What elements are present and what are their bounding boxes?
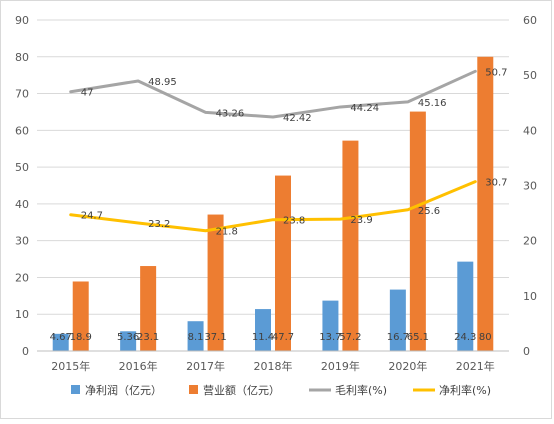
- bar-data-label: 47.7: [272, 332, 294, 343]
- bar: [342, 140, 359, 351]
- right-y-tick-label: 50: [523, 69, 537, 82]
- x-tick-label: 2018年: [254, 359, 293, 373]
- left-y-tick-label: 20: [15, 271, 29, 284]
- gridlines: [37, 19, 509, 352]
- bar-data-label: 4.67: [50, 332, 72, 343]
- bar-data-label: 13.7: [319, 332, 341, 343]
- x-tick-label: 2020年: [388, 359, 427, 373]
- bar-data-label: 5.36: [117, 332, 139, 343]
- legend: 净利润（亿元） 营业额（亿元） 毛利率(%) 净利率(%): [71, 383, 491, 397]
- bar: [187, 321, 204, 351]
- left-y-tick-label: 0: [22, 345, 29, 358]
- line-data-label: 23.9: [350, 215, 372, 226]
- right-y-tick-label: 10: [523, 290, 537, 303]
- bar-data-label: 8.1: [188, 332, 204, 343]
- left-y-tick-label: 10: [15, 308, 29, 321]
- bar: [275, 175, 291, 351]
- line-data-label: 44.24: [350, 103, 379, 114]
- data-labels: 4.67 5.36 8.1 11.4 13.7 16.7 24.3 18.9 23.1 37.1 4…: [50, 67, 508, 343]
- x-tick-label: 2016年: [119, 359, 158, 373]
- bar: [457, 261, 474, 351]
- right-y-tick-label: 20: [523, 235, 537, 248]
- x-tick-label: 2019年: [321, 359, 360, 373]
- line-data-label: 30.7: [485, 178, 507, 189]
- bar-series: [52, 56, 494, 352]
- bar-data-label: 23.1: [137, 332, 159, 343]
- line-data-label: 43.26: [216, 108, 245, 119]
- line-data-label: 21.8: [216, 227, 238, 238]
- line-data-label: 47: [81, 88, 94, 99]
- bar-data-label: 65.1: [407, 332, 429, 343]
- line-data-label: 45.16: [418, 98, 447, 109]
- bar: [72, 281, 89, 351]
- bar-data-label: 24.3: [454, 332, 476, 343]
- left-y-tick-label: 90: [15, 14, 29, 27]
- legend-swatch: [189, 385, 198, 394]
- line-data-label: 23.8: [283, 216, 305, 227]
- line-data-label: 50.7: [485, 67, 507, 78]
- right-y-axis: 0 10 20 30 40 50 60: [523, 14, 537, 358]
- bar-data-label: 57.2: [339, 332, 361, 343]
- x-tick-label: 2017年: [186, 359, 225, 373]
- legend-label: 毛利率(%): [335, 383, 387, 397]
- legend-swatch: [71, 385, 80, 394]
- x-axis: 2015年 2016年 2017年 2018年 2019年 2020年 2021年: [37, 350, 509, 373]
- bar-data-label: 80: [479, 332, 492, 343]
- bar: [52, 333, 69, 351]
- bar: [477, 56, 494, 352]
- line-data-label: 25.6: [418, 206, 440, 217]
- line-series: [69, 69, 477, 233]
- bar: [140, 266, 157, 351]
- x-tick-label: 2015年: [51, 359, 90, 373]
- bar: [322, 300, 339, 351]
- left-y-tick-label: 80: [15, 51, 29, 64]
- legend-label: 营业额（亿元）: [203, 383, 280, 397]
- legend-label: 净利率(%): [439, 383, 491, 397]
- right-y-tick-label: 40: [523, 124, 537, 137]
- x-tick-label: 2021年: [456, 359, 495, 373]
- series-line: [69, 180, 477, 233]
- series-line: [69, 69, 477, 119]
- bar: [255, 309, 271, 351]
- line-data-label: 23.2: [148, 219, 170, 230]
- bar: [207, 214, 224, 351]
- left-y-axis: 0 10 20 30 40 50 60 70 80 90: [15, 14, 29, 358]
- bar-data-label: 16.7: [387, 332, 409, 343]
- bar: [409, 111, 426, 352]
- line-data-label: 48.95: [148, 77, 177, 88]
- left-y-tick-label: 50: [15, 161, 29, 174]
- bar-data-label: 37.1: [204, 332, 226, 343]
- line-data-label: 24.7: [81, 211, 103, 222]
- right-y-tick-label: 0: [523, 345, 530, 358]
- bar-data-label: 18.9: [70, 332, 92, 343]
- left-y-tick-label: 70: [15, 88, 29, 101]
- bar: [120, 331, 137, 351]
- bar-data-label: 11.4: [252, 332, 274, 343]
- right-y-tick-label: 30: [523, 180, 537, 193]
- left-y-tick-label: 40: [15, 198, 29, 211]
- legend-label: 净利润（亿元）: [85, 383, 162, 397]
- left-y-tick-label: 30: [15, 235, 29, 248]
- left-y-tick-label: 60: [15, 124, 29, 137]
- right-y-tick-label: 60: [523, 14, 537, 27]
- bar: [389, 289, 406, 351]
- line-data-label: 42.42: [283, 113, 312, 124]
